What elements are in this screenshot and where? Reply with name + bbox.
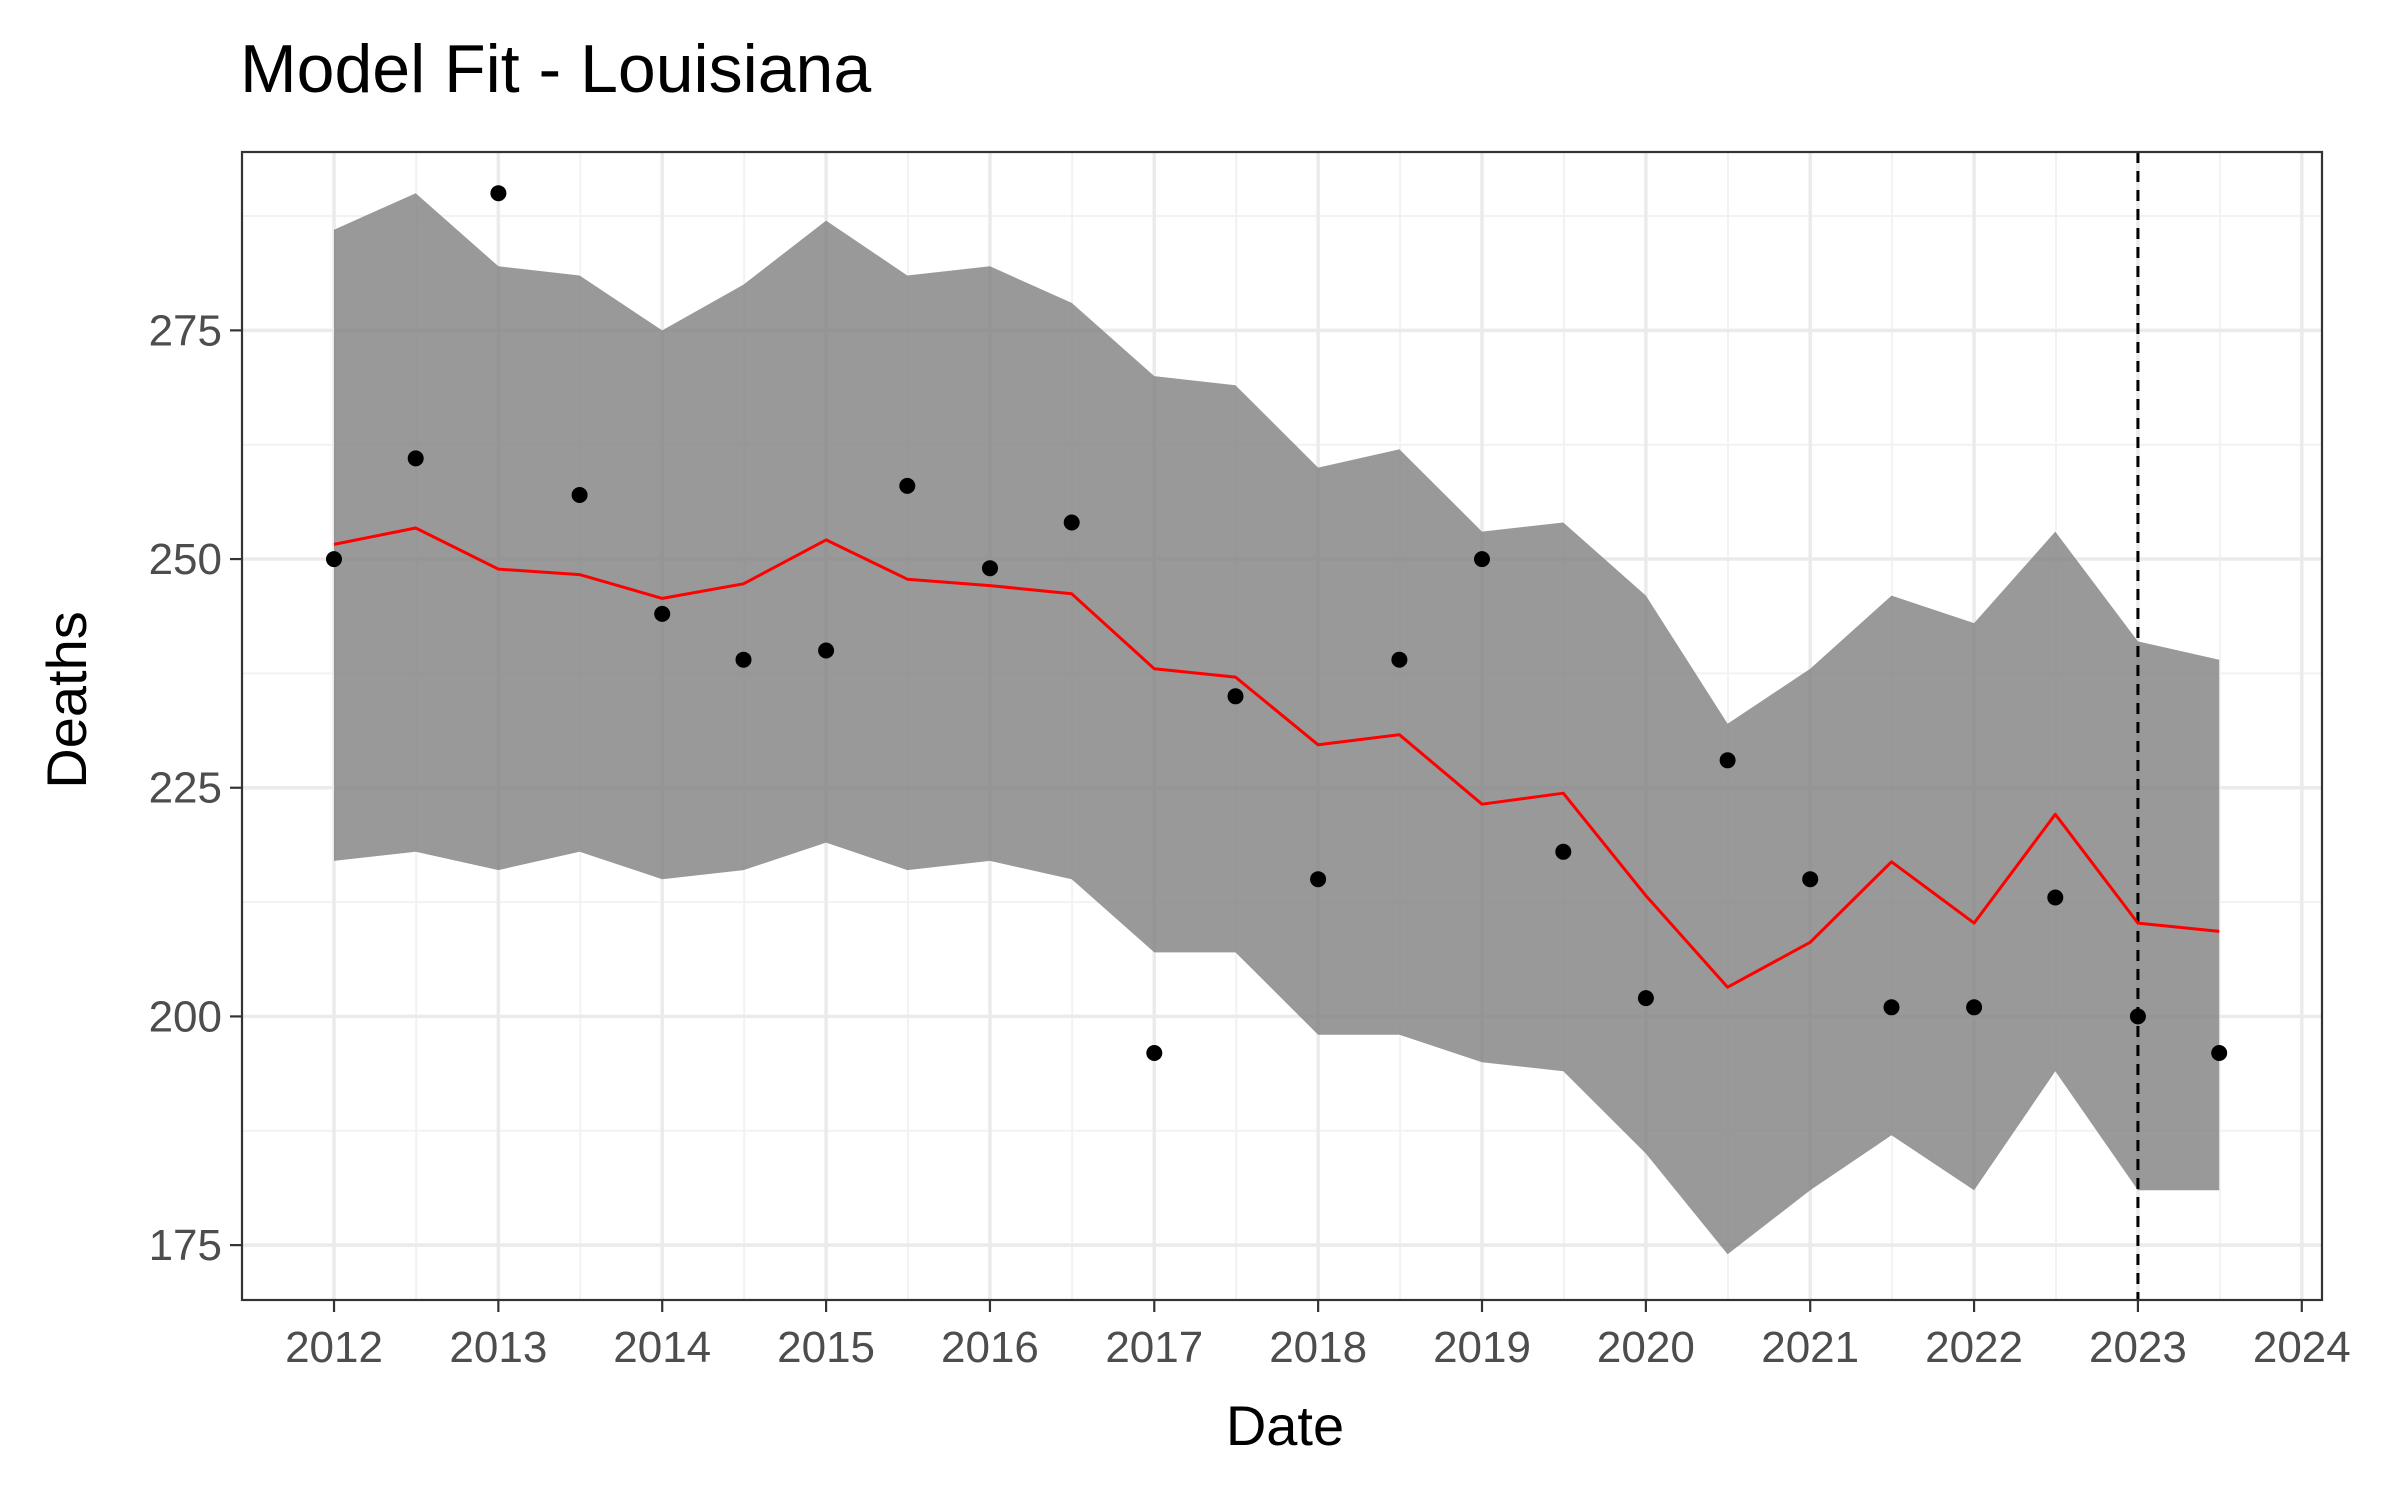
- x-axis-title: Date: [1226, 1394, 1344, 1457]
- y-tick-label: 175: [149, 1221, 222, 1270]
- observed-point: [1310, 871, 1327, 888]
- confidence-ribbon: [334, 193, 2220, 1255]
- observed-point: [735, 651, 752, 668]
- x-tick-label: 2015: [777, 1323, 875, 1372]
- x-tick-label: 2022: [1925, 1323, 2023, 1372]
- plot-data: [326, 152, 2228, 1300]
- observed-point: [490, 185, 507, 202]
- observed-point: [1719, 752, 1736, 769]
- observed-point: [407, 450, 424, 467]
- observed-point: [899, 477, 916, 494]
- observed-point: [1474, 551, 1490, 568]
- observed-point: [1555, 843, 1572, 860]
- y-tick-label: 250: [149, 535, 222, 584]
- x-tick-label: 2023: [2089, 1323, 2187, 1372]
- observed-point: [1146, 1045, 1163, 1061]
- y-tick-label: 200: [149, 992, 222, 1041]
- observed-point: [2047, 889, 2064, 906]
- y-tick-label: 275: [149, 306, 222, 355]
- observed-point: [2211, 1045, 2228, 1061]
- x-tick-label: 2014: [613, 1323, 711, 1372]
- observed-point: [571, 487, 588, 503]
- observed-point: [326, 551, 342, 568]
- observed-point: [982, 560, 998, 577]
- observed-point: [1637, 990, 1654, 1007]
- panel-border: [240, 150, 2324, 1302]
- y-axis-title: Deaths: [35, 611, 98, 788]
- x-tick-label: 2024: [2253, 1323, 2351, 1372]
- x-tick-label: 2019: [1433, 1323, 1531, 1372]
- x-tick-label: 2017: [1105, 1323, 1203, 1372]
- x-tick-label: 2016: [941, 1323, 1039, 1372]
- observed-point: [1391, 651, 1408, 668]
- x-tick-label: 2013: [449, 1323, 547, 1372]
- observed-point: [1063, 514, 1080, 531]
- observed-point: [2129, 1008, 2146, 1025]
- observed-point: [654, 605, 671, 622]
- x-tick-label: 2020: [1597, 1323, 1695, 1372]
- x-tick-label: 2012: [285, 1323, 383, 1372]
- observed-point: [1966, 999, 1983, 1016]
- axes: 2012 2013 2014 2015 2016 2017 2018 2019 2020 2021…: [149, 306, 2351, 1372]
- y-tick-label: 225: [149, 764, 222, 813]
- x-tick-label: 2021: [1761, 1323, 1859, 1372]
- observed-point: [1883, 999, 1900, 1016]
- observed-point: [818, 642, 835, 659]
- observed-point: [1227, 688, 1244, 705]
- observed-point: [1802, 871, 1819, 888]
- x-tick-label: 2018: [1269, 1323, 1367, 1372]
- chart-title: Model Fit - Louisiana: [240, 31, 871, 107]
- model-fit-line: [333, 526, 2220, 989]
